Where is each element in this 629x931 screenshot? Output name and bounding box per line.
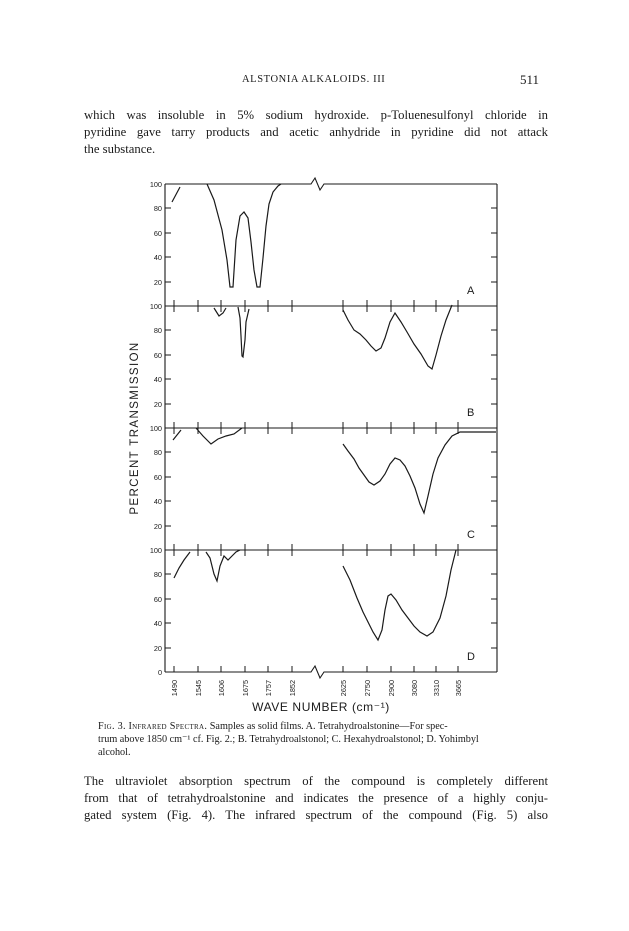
paragraph-top: which was insoluble in 5% sodium hydroxi… <box>84 107 548 157</box>
caption-line: Fig. 3. Infrared Spectra. Samples as sol… <box>98 720 550 733</box>
y-tick-label: 40 <box>154 253 162 262</box>
paragraph-line: pyridine gave tarry products and acetic … <box>84 124 548 139</box>
y-tick-label: 60 <box>154 351 162 360</box>
y-tick-label: 80 <box>154 326 162 335</box>
y-tick-marks <box>165 207 497 649</box>
y-tick-label: 80 <box>154 570 162 579</box>
paragraph-line: The ultraviolet absorption spectrum of t… <box>84 774 548 788</box>
panel-letter-d: D <box>467 651 475 663</box>
y-tick-label: 80 <box>154 204 162 213</box>
page-number: 511 <box>520 72 540 87</box>
y-tick-label: 40 <box>154 619 162 628</box>
spectrum-trace-d <box>173 549 457 642</box>
y-tick-label: 0 <box>158 668 162 677</box>
y-tick-label: 100 <box>150 546 162 555</box>
x-tick-label: 2750 <box>363 680 372 696</box>
top-border-line <box>165 176 497 192</box>
x-tick-label: 1545 <box>194 680 203 696</box>
y-tick-label: 100 <box>150 424 162 433</box>
paragraph-bottom: The ultraviolet absorption spectrum of t… <box>84 773 548 823</box>
y-tick-label: 60 <box>154 595 162 604</box>
panel-letter-c: C <box>467 529 475 541</box>
y-tick-label: 20 <box>154 644 162 653</box>
x-tick-label: 1675 <box>241 680 250 696</box>
paragraph-line: which was insoluble in 5% sodium hydroxi… <box>84 108 548 122</box>
x-tick-label: 2900 <box>387 680 396 696</box>
y-axis-title: PERCENT TRANSMISSION <box>129 341 141 514</box>
x-axis-line <box>165 664 497 680</box>
caption-title: Infrared Spectra. <box>128 721 208 732</box>
paragraph-line: from that of tetrahydroalstonine and ind… <box>84 790 548 805</box>
paragraph-line: gated system (Fig. 4). The infrared spec… <box>84 807 548 822</box>
y-tick-label: 60 <box>154 473 162 482</box>
spectrum-trace-b <box>213 304 453 371</box>
panel-letter-a: A <box>467 285 475 297</box>
x-axis-title: WAVE NUMBER (cm⁻¹) <box>252 700 390 714</box>
running-title: ALSTONIA ALKALOIDS. III <box>242 74 386 85</box>
infrared-spectra-figure: 100 80 60 40 20 100 80 60 40 20 100 80 6… <box>129 176 498 714</box>
x-tick-label: 3310 <box>432 680 441 696</box>
caption-fig-label: Fig. 3. <box>98 721 126 732</box>
x-tick-label: 3665 <box>454 680 463 696</box>
caption-line: alcohol. <box>98 747 131 759</box>
y-tick-label: 20 <box>154 400 162 409</box>
x-tick-label: 3080 <box>410 680 419 696</box>
y-tick-label: 40 <box>154 497 162 506</box>
y-tick-label: 60 <box>154 229 162 238</box>
figure-caption: Fig. 3. Infrared Spectra. Samples as sol… <box>98 720 550 760</box>
x-tick-label: 2625 <box>339 680 348 696</box>
spectrum-trace-a <box>171 183 282 288</box>
x-tick-label: 1852 <box>288 680 297 696</box>
y-tick-label: 20 <box>154 278 162 287</box>
y-tick-label: 100 <box>150 302 162 311</box>
spectrum-trace-c <box>172 427 496 515</box>
panel-letter-b: B <box>467 407 474 419</box>
x-tick-label: 1757 <box>264 680 273 696</box>
x-tick-marks <box>173 300 459 672</box>
y-tick-label: 40 <box>154 375 162 384</box>
x-tick-label: 1490 <box>170 680 179 696</box>
x-tick-label: 1606 <box>217 680 226 696</box>
y-tick-label: 20 <box>154 522 162 531</box>
paragraph-line: the substance. <box>84 141 156 156</box>
y-tick-label: 100 <box>150 180 162 189</box>
caption-line: trum above 1850 cm⁻¹ cf. Fig. 2.; B. Tet… <box>98 734 479 746</box>
caption-text: Samples as solid films. A. Tetrahydroals… <box>207 721 448 732</box>
y-tick-label: 80 <box>154 448 162 457</box>
